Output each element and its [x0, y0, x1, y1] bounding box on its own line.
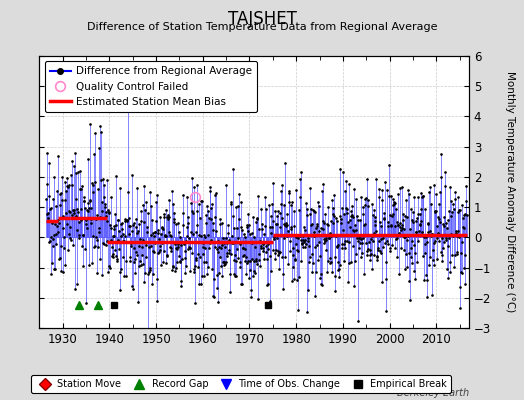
Y-axis label: Monthly Temperature Anomaly Difference (°C): Monthly Temperature Anomaly Difference (…	[505, 71, 515, 313]
Text: Berkeley Earth: Berkeley Earth	[397, 388, 469, 398]
Text: Difference of Station Temperature Data from Regional Average: Difference of Station Temperature Data f…	[87, 22, 437, 32]
Text: TAJSHET: TAJSHET	[227, 10, 297, 28]
Legend: Difference from Regional Average, Quality Control Failed, Estimated Station Mean: Difference from Regional Average, Qualit…	[45, 61, 257, 112]
Legend: Station Move, Record Gap, Time of Obs. Change, Empirical Break: Station Move, Record Gap, Time of Obs. C…	[31, 375, 451, 393]
